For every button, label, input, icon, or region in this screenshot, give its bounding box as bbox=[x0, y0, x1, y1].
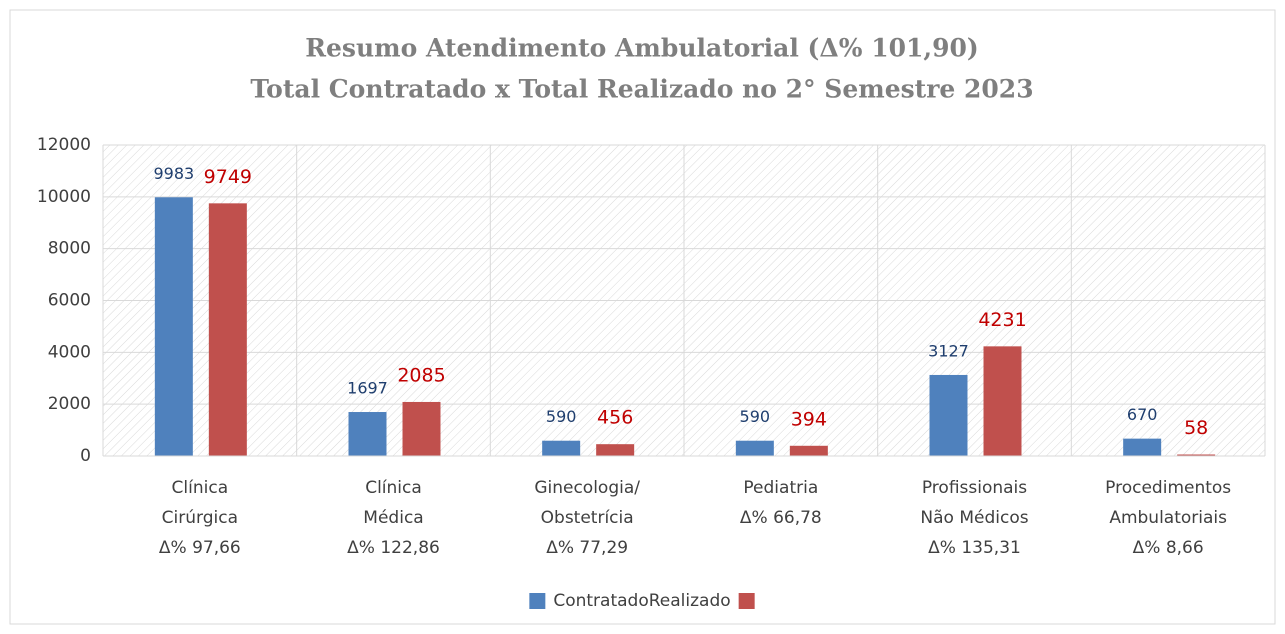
bar bbox=[929, 374, 968, 456]
value-label: 590 bbox=[740, 407, 771, 426]
x-tick-label: Profissionais bbox=[922, 478, 1027, 498]
bar bbox=[348, 412, 387, 456]
chart-title: Resumo Atendimento Ambulatorial (Δ% 101,… bbox=[305, 34, 978, 63]
bar bbox=[542, 440, 581, 456]
value-label: 4231 bbox=[978, 309, 1026, 331]
legend-swatch bbox=[529, 593, 546, 609]
bar bbox=[402, 401, 441, 456]
x-tick-label: Procedimentos bbox=[1105, 478, 1231, 498]
legend-label: Contratado bbox=[553, 591, 648, 611]
legend-swatch bbox=[738, 593, 755, 609]
x-tick-label: Δ% 8,66 bbox=[1133, 538, 1204, 558]
bar bbox=[983, 346, 1022, 456]
value-label: 1697 bbox=[347, 379, 388, 398]
x-tick-label: Cirúrgica bbox=[162, 508, 238, 528]
x-tick-label: Médica bbox=[363, 508, 423, 528]
x-tick-label: Pediatria bbox=[743, 478, 818, 498]
x-tick-label: Ginecologia/ bbox=[534, 478, 640, 498]
x-tick-label: Δ% 135,31 bbox=[928, 538, 1021, 558]
value-label: 2085 bbox=[397, 364, 445, 386]
x-tick-label: Δ% 66,78 bbox=[740, 508, 822, 528]
legend-text: ContratadoRealizado bbox=[553, 591, 730, 611]
value-label: 670 bbox=[1127, 405, 1158, 424]
bar bbox=[1123, 438, 1162, 456]
y-tick-label: 4000 bbox=[48, 342, 91, 362]
value-label: 9749 bbox=[204, 166, 252, 188]
bar bbox=[596, 444, 635, 456]
x-tick-label: Ambulatoriais bbox=[1109, 508, 1227, 528]
y-tick-label: 10000 bbox=[37, 187, 91, 207]
value-label: 58 bbox=[1184, 417, 1208, 439]
x-tick-label: Não Médicos bbox=[920, 508, 1028, 528]
legend-label: Realizado bbox=[649, 591, 731, 611]
x-tick-label: Δ% 97,66 bbox=[159, 538, 241, 558]
bar bbox=[154, 197, 193, 456]
y-tick-label: 12000 bbox=[37, 135, 91, 155]
x-tick-label: Clínica bbox=[365, 478, 422, 498]
value-label: 394 bbox=[791, 408, 827, 430]
y-tick-label: 6000 bbox=[48, 291, 91, 311]
bar bbox=[208, 203, 247, 456]
bar bbox=[789, 445, 828, 456]
value-label: 3127 bbox=[928, 341, 969, 360]
x-tick-label: Clínica bbox=[172, 478, 229, 498]
chart-subtitle: Total Contratado x Total Realizado no 2°… bbox=[250, 75, 1033, 104]
y-tick-label: 8000 bbox=[48, 239, 91, 259]
y-tick-label: 0 bbox=[80, 446, 91, 466]
value-label: 456 bbox=[597, 407, 633, 429]
value-label: 590 bbox=[546, 407, 577, 426]
value-label: 9983 bbox=[153, 164, 194, 183]
y-tick-label: 2000 bbox=[48, 394, 91, 414]
bar bbox=[1177, 454, 1216, 456]
x-tick-label: Δ% 77,29 bbox=[546, 538, 628, 558]
x-tick-label: Obstetrícia bbox=[541, 508, 634, 528]
bar bbox=[735, 440, 774, 456]
x-tick-label: Δ% 122,86 bbox=[347, 538, 440, 558]
